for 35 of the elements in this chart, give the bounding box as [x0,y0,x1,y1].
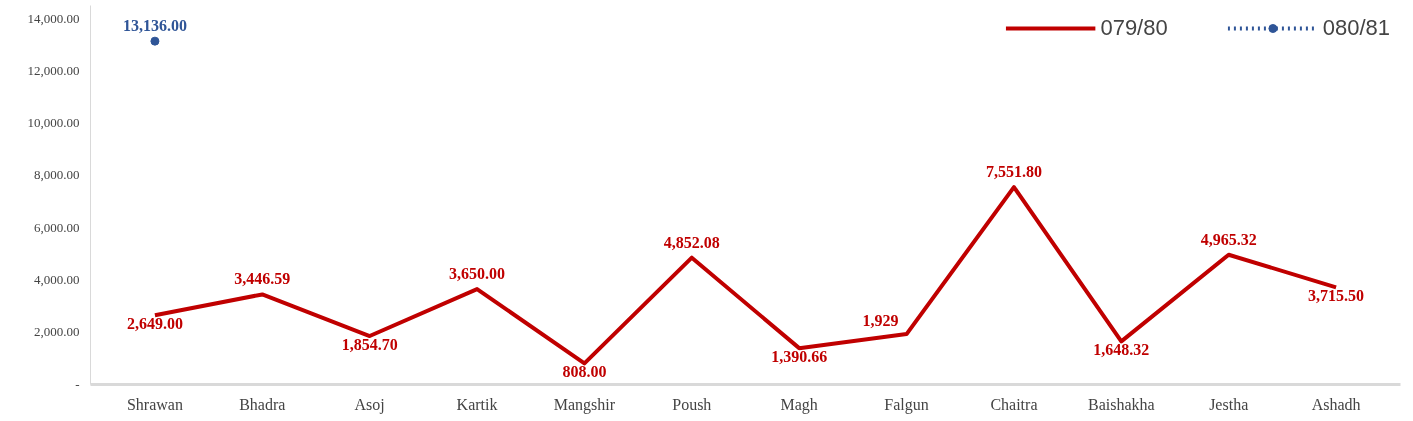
data-label: 3,446.59 [234,270,291,288]
y-tick-label: 6,000.00 [34,219,80,235]
data-label: 4,852.08 [663,233,720,251]
data-label: 1,854.70 [341,336,398,354]
x-tick-label: Poush [672,395,712,413]
y-tick-label: 12,000.00 [27,62,80,78]
x-tick-label: Baishakha [1088,395,1155,413]
data-label: 13,136.00 [122,17,187,35]
y-tick-label: 8,000.00 [34,167,80,183]
data-label: 1,929 [862,312,899,330]
x-tick-label: Bhadra [239,395,286,413]
data-label: 7,551.80 [985,163,1042,181]
x-tick-label: Mangshir [553,395,616,414]
y-tick-label: 4,000.00 [34,271,80,287]
x-tick-label: Jestha [1209,395,1249,413]
x-tick-label: Falgun [884,395,929,414]
x-tick-label: Shrawan [126,395,183,413]
x-tick-label: Chaitra [990,395,1038,413]
data-label: 808.00 [562,363,607,381]
data-label: 1,390.66 [771,348,828,366]
y-tick-label: 10,000.00 [27,115,80,131]
legend-label: 080/81 [1322,15,1390,41]
data-label: 2,649.00 [126,315,183,333]
x-tick-label: Ashadh [1311,395,1361,413]
data-label: 3,715.50 [1308,287,1365,305]
data-label: 1,648.32 [1093,341,1150,359]
y-tick-label: 2,000.00 [34,324,80,340]
y-tick-label: - [75,376,80,392]
data-label: 3,650.00 [449,265,506,283]
x-tick-label: Asoj [354,395,385,414]
x-tick-label: Kartik [456,395,498,413]
x-tick-label: Magh [780,395,818,414]
legend-label: 079/80 [1100,15,1168,41]
y-tick-label: 14,000.00 [27,10,80,26]
data-label: 4,965.32 [1200,230,1257,248]
